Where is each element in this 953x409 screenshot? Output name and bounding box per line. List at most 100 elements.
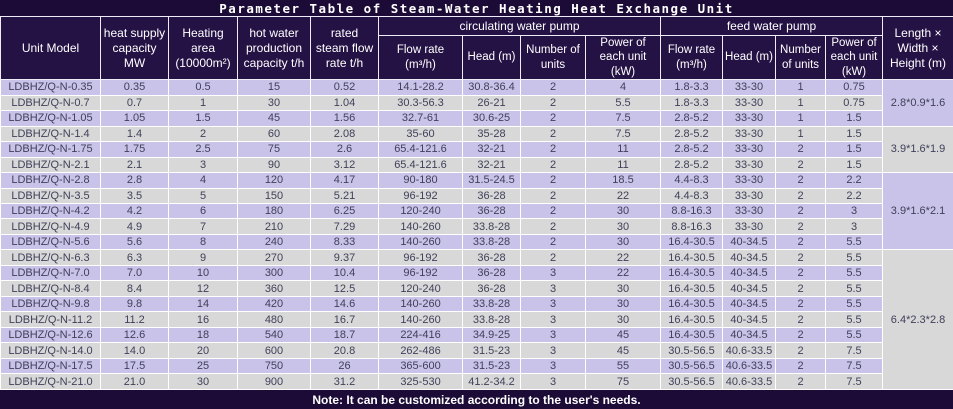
cell-feed-power: 0.75 xyxy=(824,94,884,112)
cell-circ-units: 3 xyxy=(520,373,586,390)
table-row: LDBHZ/Q-N-2.8 2.8 4 120 4.17 90-180 31.5-24.5 2… xyxy=(0,172,953,251)
cell-heating-area: 10 xyxy=(168,264,238,282)
cell-feed-power: 0.75 xyxy=(824,79,884,96)
cell-circ-units: 2 xyxy=(520,172,586,189)
cell-circ-head: 36-28 xyxy=(462,280,521,297)
cell-heating-area: 30 xyxy=(168,373,238,390)
cell-circ-units: 3 xyxy=(520,326,586,344)
cell-circ-flow: 65.4-121.6 xyxy=(378,156,463,174)
cell-feed-power: 2.2 xyxy=(824,187,884,205)
group-header-feed-pump: feed water pump xyxy=(659,16,884,36)
cell-rated-steam: 20.8 xyxy=(310,342,379,359)
cell-circ-flow: 262-486 xyxy=(378,342,463,359)
cell-heat-supply: 8.4 xyxy=(100,280,169,297)
cell-heating-area: 18 xyxy=(168,326,238,344)
cell-feed-flow: 30.5-56.5 xyxy=(660,373,723,390)
table-row: LDBHZ/Q-N-3.5 3.5 5 150 5.21 96-192 36-28 2 22 4.… xyxy=(0,187,953,205)
parameter-table: Unit Model heat supply capacity MW Heati… xyxy=(0,15,953,390)
cell-hot-water: 900 xyxy=(237,373,311,390)
cell-unit-model: LDBHZ/Q-N-14.0 xyxy=(0,342,101,359)
table-row: LDBHZ/Q-N-1.75 1.75 2.5 75 2.6 65.4-121.6 32-2… xyxy=(0,141,953,158)
cell-heat-supply: 7.0 xyxy=(100,264,169,282)
cell-circ-head: 33.8-28 xyxy=(462,218,521,235)
col-header-rated-steam: rated steam flow rate t/h xyxy=(310,15,379,81)
group-header-circulating-pump: circulating water pump xyxy=(378,16,661,36)
cell-circ-power: 22 xyxy=(585,187,661,205)
cell-circ-head: 26-21 xyxy=(462,94,521,112)
cell-rated-steam: 18.7 xyxy=(310,326,379,344)
cell-hot-water: 120 xyxy=(237,172,311,189)
cell-circ-flow: 65.4-121.6 xyxy=(378,141,463,158)
cell-rated-steam: 8.33 xyxy=(310,233,379,251)
cell-heat-supply: 5.6 xyxy=(100,233,169,251)
cell-circ-flow: 140-260 xyxy=(378,311,463,328)
cell-circ-flow: 32.7-61 xyxy=(378,110,463,127)
cell-rated-steam: 12.5 xyxy=(310,280,379,297)
cell-feed-units: 1 xyxy=(775,125,826,143)
cell-feed-head: 33-30 xyxy=(722,218,776,235)
cell-circ-power: 22 xyxy=(585,264,661,282)
cell-heat-supply: 6.3 xyxy=(100,249,169,266)
cell-circ-flow: 120-240 xyxy=(378,280,463,297)
cell-rated-steam: 14.6 xyxy=(310,295,379,313)
table-row: LDBHZ/Q-N-0.35 0.35 0.5 15 0.52 14.1-28.2 30.8… xyxy=(0,79,953,127)
cell-heating-area: 2 xyxy=(168,125,238,143)
col-header-unit-model: Unit Model xyxy=(0,15,101,81)
cell-hot-water: 150 xyxy=(237,187,311,205)
cell-circ-power: 4 xyxy=(585,79,661,96)
cell-hot-water: 30 xyxy=(237,94,311,112)
cell-circ-units: 3 xyxy=(520,342,586,359)
cell-feed-flow: 16.4-30.5 xyxy=(660,280,723,297)
cell-rated-steam: 7.29 xyxy=(310,218,379,235)
cell-dimensions: 2.8*0.9*1.6 xyxy=(882,79,953,127)
cell-feed-power: 7.5 xyxy=(824,342,884,359)
cell-feed-head: 33-30 xyxy=(722,79,776,96)
cell-hot-water: 360 xyxy=(237,280,311,297)
table-row: LDBHZ/Q-N-5.6 5.6 8 240 8.33 140-260 33.8-28 2 3… xyxy=(0,233,953,251)
cell-circ-power: 30 xyxy=(585,202,661,220)
cell-unit-model: LDBHZ/Q-N-21.0 xyxy=(0,373,101,390)
cell-feed-power: 5.5 xyxy=(824,311,884,328)
cell-rated-steam: 4.17 xyxy=(310,172,379,189)
cell-circ-units: 3 xyxy=(520,295,586,313)
cell-circ-units: 3 xyxy=(520,357,586,375)
cell-hot-water: 420 xyxy=(237,295,311,313)
cell-rated-steam: 0.52 xyxy=(310,79,379,96)
cell-circ-units: 3 xyxy=(520,264,586,282)
cell-feed-units: 2 xyxy=(775,172,826,189)
cell-hot-water: 210 xyxy=(237,218,311,235)
cell-feed-head: 40-34.5 xyxy=(722,295,776,313)
cell-unit-model: LDBHZ/Q-N-0.7 xyxy=(0,94,101,112)
cell-unit-model: LDBHZ/Q-N-12.6 xyxy=(0,326,101,344)
cell-circ-units: 2 xyxy=(520,218,586,235)
cell-feed-flow: 16.4-30.5 xyxy=(660,326,723,344)
cell-circ-power: 18.5 xyxy=(585,172,661,189)
cell-heating-area: 0.5 xyxy=(168,79,238,96)
cell-circ-head: 36-28 xyxy=(462,202,521,220)
cell-feed-units: 2 xyxy=(775,326,826,344)
cell-circ-head: 36-28 xyxy=(462,187,521,205)
cell-feed-head: 33-30 xyxy=(722,94,776,112)
cell-unit-model: LDBHZ/Q-N-11.2 xyxy=(0,311,101,328)
table-row: LDBHZ/Q-N-17.5 17.5 25 750 26 365-600 31.5-23 3… xyxy=(0,357,953,375)
cell-unit-model: LDBHZ/Q-N-8.4 xyxy=(0,280,101,297)
table-row: LDBHZ/Q-N-1.05 1.05 1.5 45 1.56 32.7-61 30.6-2… xyxy=(0,110,953,127)
cell-feed-head: 40.6-33.5 xyxy=(722,373,776,390)
cell-feed-power: 1.5 xyxy=(824,110,884,127)
cell-rated-steam: 1.04 xyxy=(310,94,379,112)
cell-hot-water: 300 xyxy=(237,264,311,282)
cell-feed-flow: 2.8-5.2 xyxy=(660,125,723,143)
cell-circ-units: 3 xyxy=(520,280,586,297)
cell-feed-flow: 4.4-8.3 xyxy=(660,172,723,189)
cell-circ-units: 2 xyxy=(520,156,586,174)
cell-circ-head: 32-21 xyxy=(462,156,521,174)
cell-circ-power: 45 xyxy=(585,342,661,359)
cell-hot-water: 750 xyxy=(237,357,311,375)
table-row: LDBHZ/Q-N-12.6 12.6 18 540 18.7 224-416 34.9-2… xyxy=(0,326,953,344)
cell-circ-power: 5.5 xyxy=(585,94,661,112)
cell-heating-area: 1 xyxy=(168,94,238,112)
table-row: LDBHZ/Q-N-8.4 8.4 12 360 12.5 120-240 36-28 3 30… xyxy=(0,280,953,297)
cell-circ-head: 31.5-23 xyxy=(462,357,521,375)
cell-feed-head: 40-34.5 xyxy=(722,280,776,297)
cell-circ-head: 33.8-28 xyxy=(462,295,521,313)
